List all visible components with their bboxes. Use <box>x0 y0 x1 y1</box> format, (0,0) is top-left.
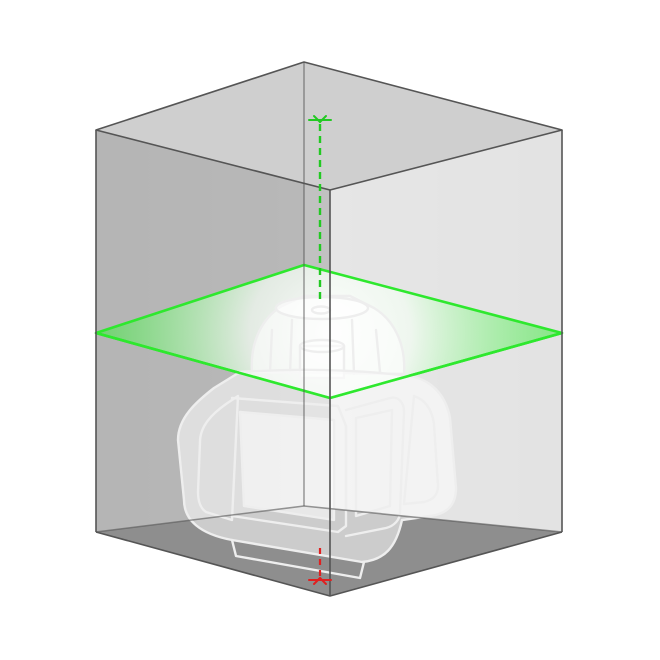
room-edges <box>95 61 563 597</box>
laser-plumb-down <box>308 548 332 585</box>
plumb-down-marker-icon <box>308 577 332 585</box>
plumb-up-marker-icon <box>308 115 332 123</box>
laser-head-lens <box>310 305 332 315</box>
device-window <box>238 410 336 522</box>
back-wall-top <box>96 62 562 190</box>
laser-plumb-up <box>308 115 332 304</box>
